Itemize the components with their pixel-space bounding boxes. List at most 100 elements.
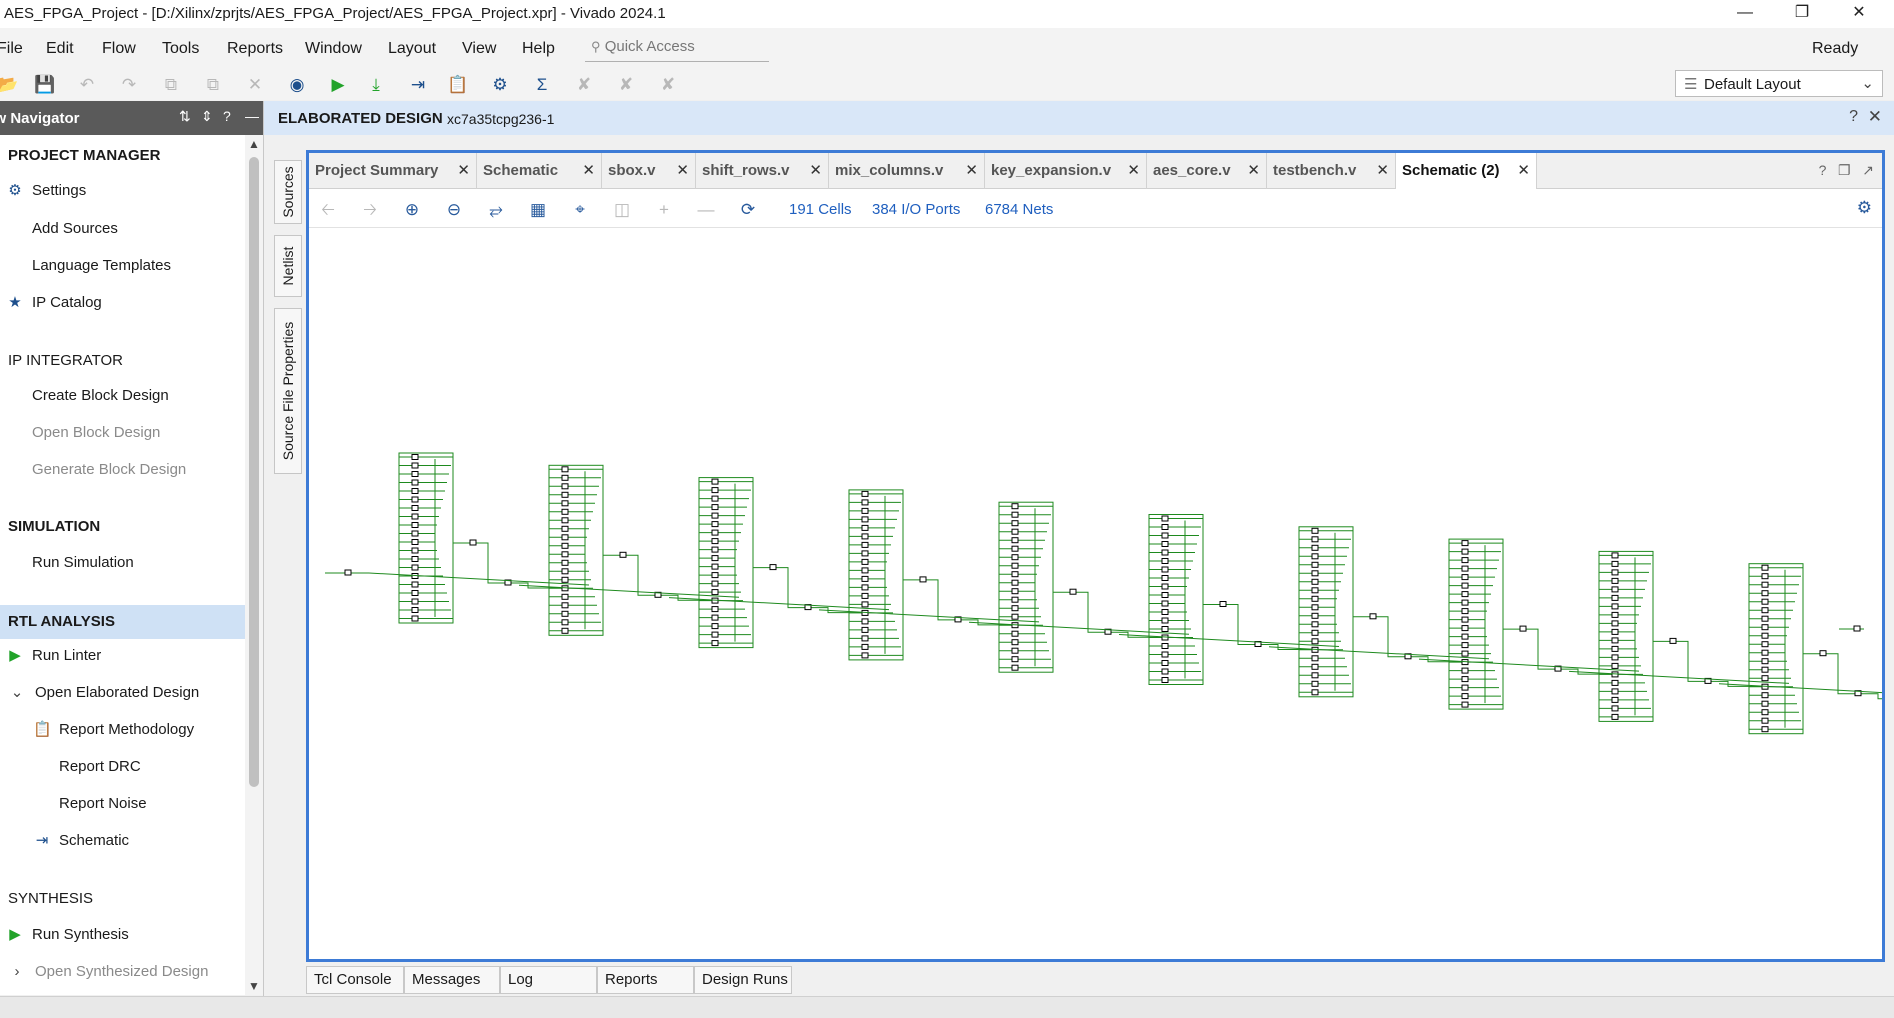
net-port[interactable] bbox=[1854, 690, 1862, 697]
side-tab-sources[interactable]: Sources bbox=[274, 160, 302, 224]
redo-icon[interactable]: ↷ bbox=[121, 75, 137, 94]
nav-item-report-drc[interactable]: Report DRC bbox=[59, 758, 141, 775]
net-port[interactable] bbox=[1669, 637, 1677, 644]
net-port[interactable] bbox=[769, 564, 777, 571]
net-port[interactable] bbox=[654, 591, 662, 598]
schematic-block[interactable] bbox=[398, 452, 454, 624]
tool-disabled-3-icon[interactable]: ✘ bbox=[660, 75, 676, 94]
menu-view[interactable]: View bbox=[462, 40, 497, 57]
nav-item-create-block-design[interactable]: Create Block Design bbox=[32, 387, 169, 404]
schematic-block[interactable] bbox=[1448, 538, 1504, 710]
bus-wire[interactable] bbox=[1568, 670, 1790, 684]
menu-help[interactable]: Help bbox=[522, 40, 555, 57]
schematic-canvas[interactable] bbox=[309, 229, 1882, 959]
open-project-icon[interactable]: 📂 bbox=[0, 75, 19, 94]
bus-wire[interactable] bbox=[1718, 683, 1882, 696]
report-icon[interactable]: 📋 bbox=[447, 75, 469, 94]
zoom-selection-icon[interactable]: ▦ bbox=[529, 200, 547, 219]
menu-reports[interactable]: Reports bbox=[227, 40, 284, 57]
tool-disabled-1-icon[interactable]: ✘ bbox=[576, 75, 592, 94]
delete-icon[interactable]: ✕ bbox=[247, 75, 263, 94]
panel-splitter[interactable] bbox=[263, 101, 264, 996]
forward-icon[interactable]: 🡢 bbox=[363, 200, 377, 219]
net-port[interactable] bbox=[1704, 677, 1712, 684]
nav-item-schematic[interactable]: ⇥ Schematic bbox=[0, 824, 245, 858]
close-icon[interactable]: ✕ bbox=[676, 162, 689, 179]
zoom-out-icon[interactable]: ⊖ bbox=[446, 200, 462, 219]
tab-messages[interactable]: Messages bbox=[404, 966, 500, 994]
tab-project-summary[interactable]: Project Summary ✕ bbox=[309, 153, 477, 189]
restore-icon[interactable]: ❐ bbox=[1838, 162, 1851, 178]
net-port[interactable] bbox=[919, 576, 927, 583]
schematic-block[interactable] bbox=[1148, 514, 1204, 685]
scrollbar-thumb[interactable] bbox=[249, 157, 259, 787]
menu-file[interactable]: File bbox=[0, 40, 23, 57]
tab-design-runs[interactable]: Design Runs bbox=[694, 966, 792, 994]
close-icon[interactable]: ✕ bbox=[809, 162, 822, 179]
help-icon[interactable]: ? bbox=[223, 108, 231, 124]
undo-icon[interactable]: ↶ bbox=[79, 75, 95, 94]
tab-tcl-console[interactable]: Tcl Console bbox=[306, 966, 404, 994]
program-device-icon[interactable]: ⤓ bbox=[372, 75, 380, 94]
schematic-block[interactable] bbox=[1748, 563, 1804, 735]
schematic-block[interactable] bbox=[998, 501, 1054, 673]
nav-item-report-noise[interactable]: Report Noise bbox=[59, 795, 147, 812]
run-icon[interactable]: ▶ bbox=[331, 75, 345, 94]
tab-log[interactable]: Log bbox=[500, 966, 597, 994]
close-icon[interactable]: ✕ bbox=[965, 162, 978, 179]
copy-icon[interactable]: ⧉ bbox=[164, 75, 178, 94]
tab-schematic[interactable]: Schematic ✕ bbox=[477, 153, 602, 189]
bus-wire[interactable] bbox=[1418, 658, 1640, 672]
close-icon[interactable]: ✕ bbox=[1867, 107, 1882, 126]
nets-count[interactable]: 6784 Nets bbox=[985, 201, 1054, 218]
help-icon[interactable]: ? bbox=[1849, 108, 1858, 125]
sigma-icon[interactable]: Σ bbox=[536, 75, 548, 94]
net-port[interactable] bbox=[1554, 665, 1562, 672]
scroll-down-icon[interactable]: ▼ bbox=[248, 979, 260, 993]
menu-window[interactable]: Window bbox=[305, 40, 362, 57]
menu-layout[interactable]: Layout bbox=[388, 40, 437, 57]
tool-disabled-2-icon[interactable]: ✘ bbox=[618, 75, 634, 94]
side-tab-netlist[interactable]: Netlist bbox=[274, 235, 302, 297]
schematic-block[interactable] bbox=[1598, 550, 1654, 722]
minimize-panel-icon[interactable]: — bbox=[245, 108, 259, 124]
quick-access-input[interactable]: ⚲ Quick Access bbox=[585, 36, 769, 62]
bus-wire[interactable] bbox=[968, 621, 1190, 635]
menu-edit[interactable]: Edit bbox=[46, 40, 74, 57]
settings-icon[interactable]: ⚙ bbox=[492, 75, 508, 94]
back-icon[interactable]: 🡠 bbox=[321, 200, 335, 219]
input-port[interactable] bbox=[344, 569, 352, 576]
close-icon[interactable]: ✕ bbox=[1376, 162, 1389, 179]
nav-item-run-synthesis[interactable]: ▶ Run Synthesis bbox=[0, 918, 245, 952]
help-icon[interactable]: ? bbox=[1818, 162, 1827, 178]
io-ports-count[interactable]: 384 I/O Ports bbox=[872, 201, 961, 218]
side-tab-source-file-properties[interactable]: Source File Properties bbox=[274, 308, 302, 474]
gear-icon[interactable]: ⚙ bbox=[1856, 198, 1872, 217]
nav-item-generate-block-design[interactable]: Generate Block Design bbox=[32, 461, 187, 478]
close-icon[interactable]: ✕ bbox=[1247, 162, 1260, 179]
schematic-block[interactable] bbox=[548, 464, 604, 636]
close-icon[interactable]: ✕ bbox=[1517, 162, 1530, 179]
close-icon[interactable]: ✕ bbox=[1852, 4, 1866, 21]
zoom-in-icon[interactable]: ⊕ bbox=[404, 200, 420, 219]
refresh-icon[interactable]: ⟳ bbox=[740, 200, 756, 219]
nav-item-run-linter[interactable]: ▶ Run Linter bbox=[0, 639, 245, 673]
tab-schematic-2[interactable]: Schematic (2) ✕ bbox=[1396, 153, 1537, 189]
net-port[interactable] bbox=[1069, 588, 1077, 595]
net-port[interactable] bbox=[1254, 641, 1262, 647]
bus-wire[interactable] bbox=[368, 572, 590, 586]
save-icon[interactable]: 💾 bbox=[34, 75, 56, 94]
close-icon[interactable]: ✕ bbox=[457, 162, 470, 179]
close-icon[interactable]: ✕ bbox=[582, 162, 595, 179]
nav-item-settings[interactable]: ⚙ Settings bbox=[0, 174, 245, 208]
schematic-block[interactable] bbox=[848, 489, 904, 661]
tab-key-expansion-v[interactable]: key_expansion.v ✕ bbox=[985, 153, 1147, 189]
schematic-toolbar-icon[interactable]: ⇥ bbox=[410, 75, 426, 94]
tab-reports[interactable]: Reports bbox=[597, 966, 694, 994]
tab-shift-rows-v[interactable]: shift_rows.v ✕ bbox=[696, 153, 829, 189]
float-icon[interactable]: ↗ bbox=[1862, 162, 1874, 178]
tab-sbox-v[interactable]: sbox.v ✕ bbox=[602, 153, 696, 189]
scroll-up-icon[interactable]: ▲ bbox=[248, 137, 260, 151]
tab-mix-columns-v[interactable]: mix_columns.v ✕ bbox=[829, 153, 985, 189]
schematic-block[interactable] bbox=[1298, 526, 1354, 698]
